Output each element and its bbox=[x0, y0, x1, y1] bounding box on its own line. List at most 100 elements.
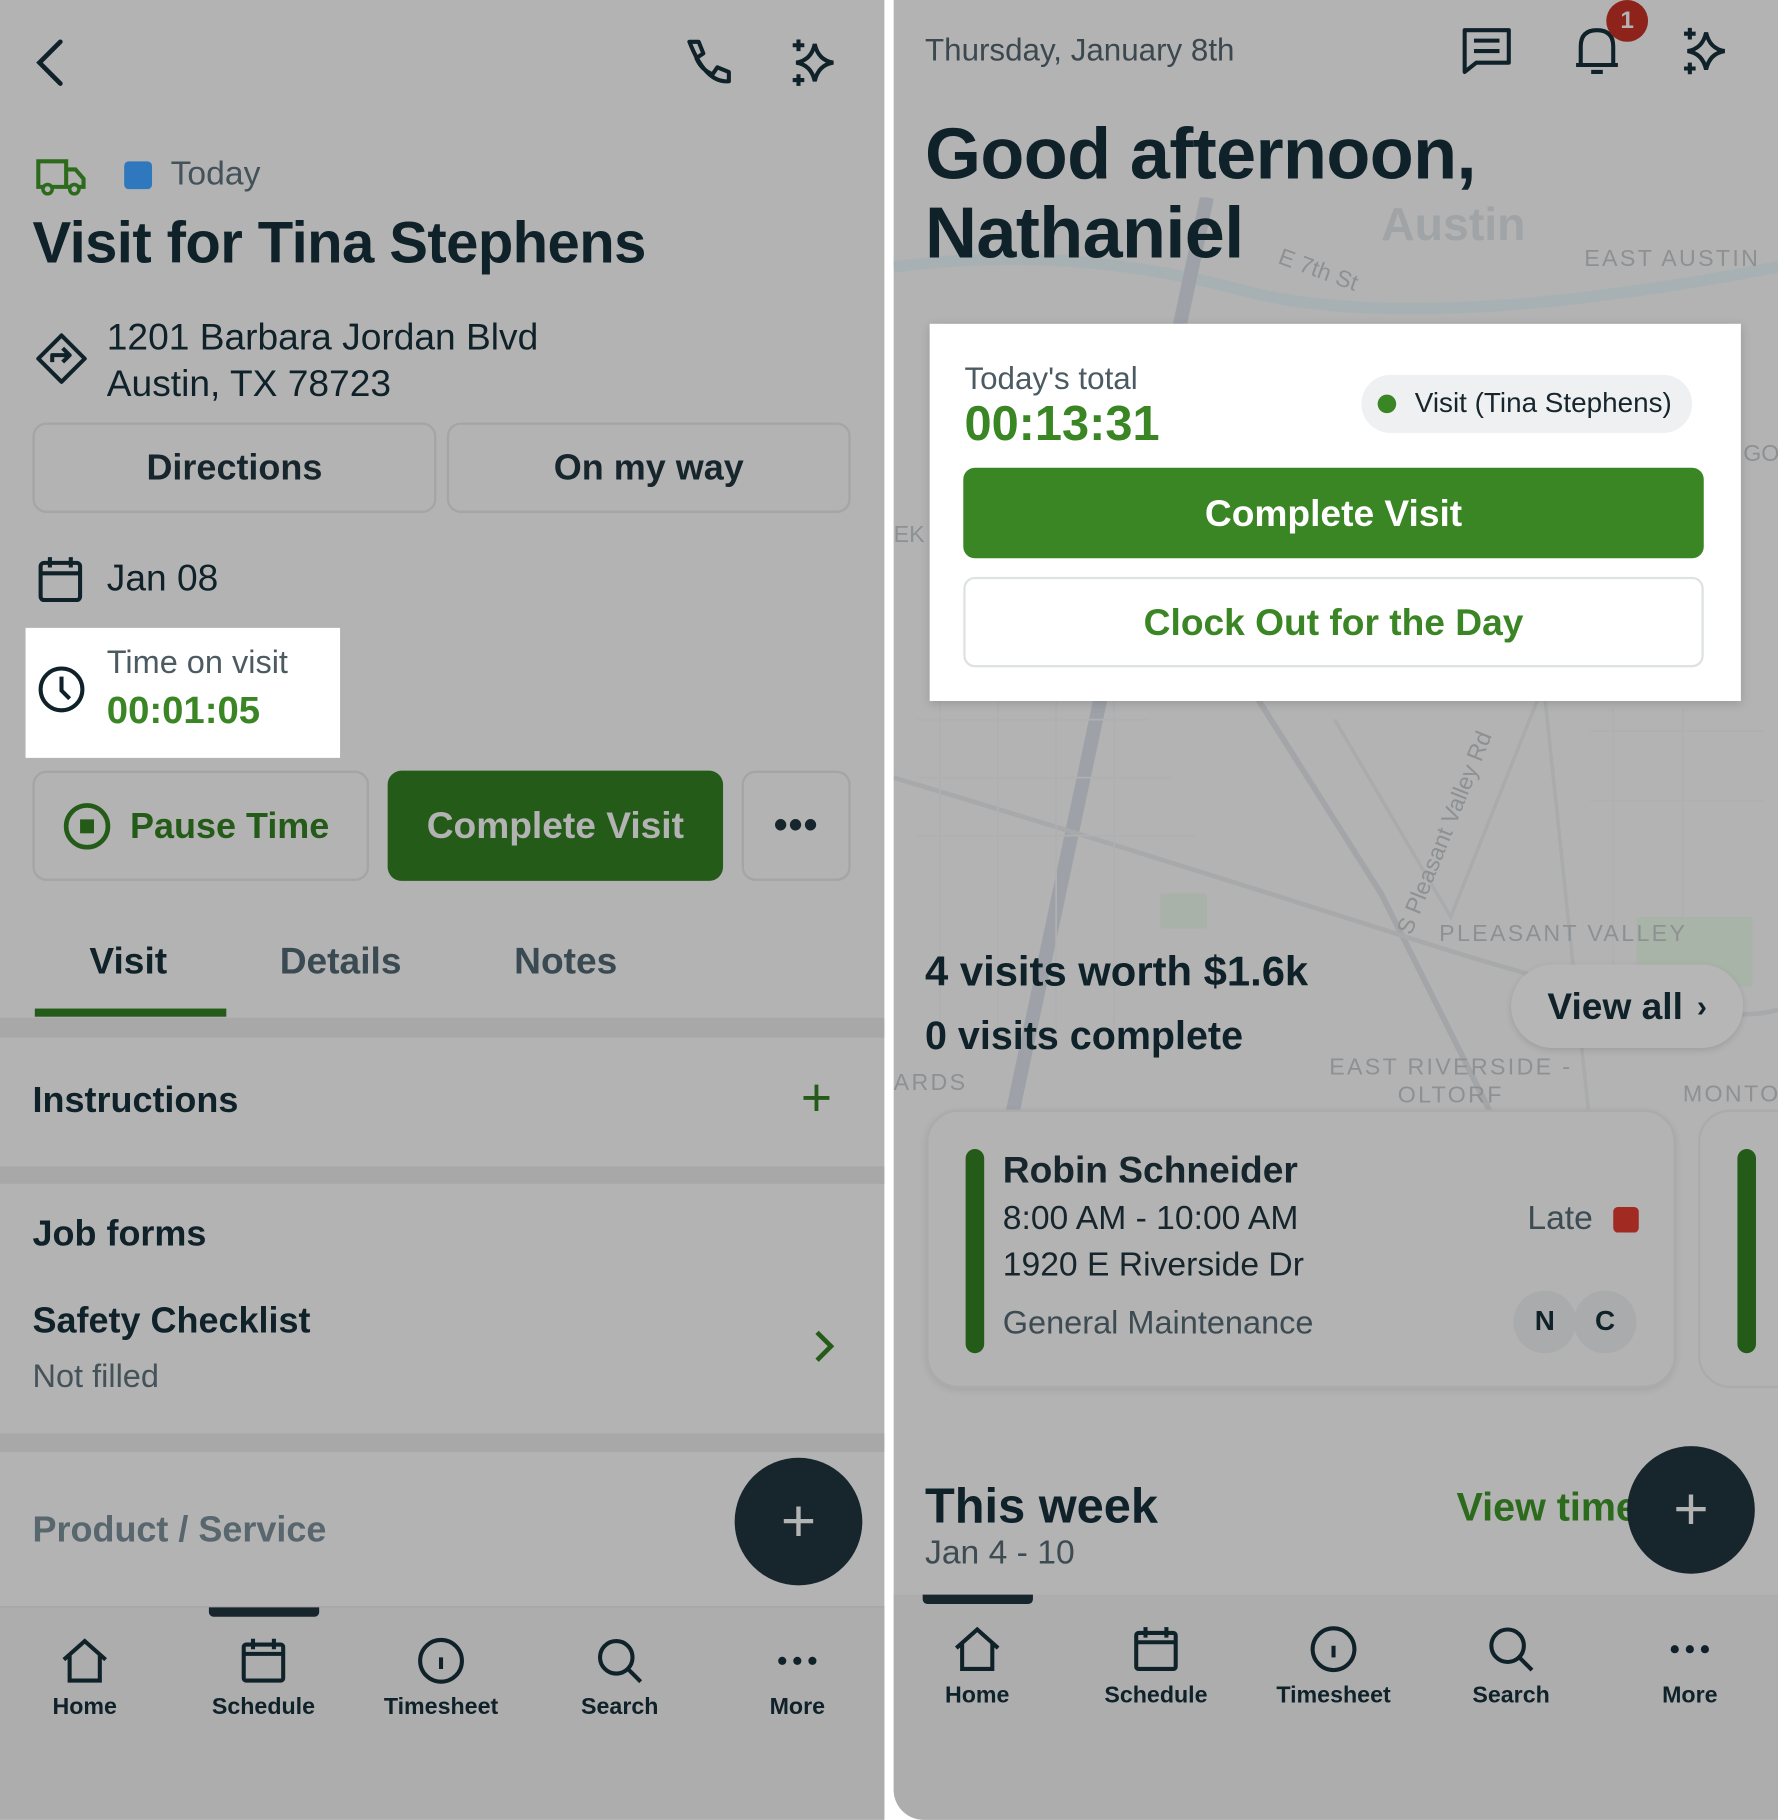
ellipsis-icon: ••• bbox=[773, 803, 819, 848]
pause-circle-icon bbox=[63, 802, 111, 849]
bell-icon[interactable] bbox=[1571, 23, 1622, 79]
search-icon bbox=[1489, 1627, 1534, 1672]
nav-more[interactable]: More bbox=[728, 1634, 867, 1721]
page-title: Visit for Tina Stephens bbox=[32, 210, 646, 276]
section-divider bbox=[0, 1166, 885, 1184]
calendar-icon bbox=[38, 557, 83, 603]
address-line-1: 1201 Barbara Jordan Blvd bbox=[106, 315, 539, 358]
tab-notes[interactable]: Notes bbox=[514, 940, 618, 982]
complete-visit-button[interactable]: Complete Visit bbox=[963, 467, 1704, 559]
visit-status-bar bbox=[965, 1148, 985, 1354]
chip-label: Visit (Tina Stephens) bbox=[1414, 387, 1672, 419]
nav-home[interactable]: Home bbox=[15, 1634, 154, 1721]
nav-schedule[interactable]: Schedule bbox=[1086, 1623, 1225, 1710]
map-label-pleasant-valley: PLEASANT VALLEY bbox=[1439, 921, 1688, 948]
sparkles-icon[interactable] bbox=[787, 35, 843, 91]
status-color-square bbox=[124, 161, 153, 190]
map-label-monto: MONTO bbox=[1682, 1081, 1778, 1108]
active-dot-icon bbox=[1377, 394, 1397, 414]
nav-search[interactable]: Search bbox=[1441, 1623, 1580, 1710]
visit-time: 8:00 AM - 10:00 AM bbox=[1002, 1200, 1299, 1238]
nav-label: Home bbox=[944, 1682, 1010, 1709]
nav-label: Timesheet bbox=[383, 1694, 499, 1721]
form-name: Safety Checklist bbox=[32, 1299, 311, 1341]
view-timesheet-link[interactable]: View time bbox=[1456, 1485, 1638, 1530]
clock-out-button[interactable]: Clock Out for the Day bbox=[963, 576, 1704, 668]
visit-client: Robin Schneider bbox=[1002, 1148, 1298, 1191]
directions-icon bbox=[36, 333, 87, 384]
clock-in-card: Today's total 00:13:31 Visit (Tina Steph… bbox=[929, 323, 1741, 702]
visit-card[interactable]: Robin Schneider 8:00 AM - 10:00 AM 1920 … bbox=[926, 1109, 1676, 1389]
nav-label: Schedule bbox=[211, 1694, 316, 1721]
nav-label: More bbox=[769, 1694, 826, 1721]
status-label: Today bbox=[170, 155, 261, 193]
visit-detail-screen: Today Visit for Tina Stephens 1201 Barba… bbox=[0, 0, 885, 1820]
todays-total-label: Today's total bbox=[964, 360, 1138, 396]
nav-home[interactable]: Home bbox=[908, 1623, 1047, 1710]
current-visit-chip[interactable]: Visit (Tina Stephens) bbox=[1361, 374, 1693, 433]
nav-more[interactable]: More bbox=[1620, 1623, 1759, 1710]
home-icon bbox=[62, 1638, 107, 1683]
instructions-heading: Instructions bbox=[32, 1079, 239, 1120]
bottom-nav bbox=[893, 1594, 1778, 1820]
active-nav-indicator bbox=[922, 1594, 1033, 1604]
add-fab-button[interactable]: + bbox=[734, 1457, 863, 1586]
back-chevron-icon[interactable] bbox=[30, 37, 69, 88]
nav-label: Search bbox=[581, 1694, 659, 1721]
nav-search[interactable]: Search bbox=[550, 1634, 689, 1721]
phone-icon[interactable] bbox=[678, 35, 734, 91]
nav-timesheet[interactable]: Timesheet bbox=[1264, 1623, 1403, 1710]
more-icon bbox=[778, 1656, 817, 1665]
calendar-icon bbox=[1134, 1627, 1178, 1671]
map-label-east-riverside: EAST RIVERSIDE - OLTORF bbox=[1329, 1054, 1573, 1109]
this-week-heading: This week bbox=[924, 1478, 1159, 1534]
map-label-go: GO bbox=[1743, 441, 1778, 467]
nav-label: Search bbox=[1472, 1682, 1550, 1709]
calendar-icon bbox=[241, 1638, 286, 1683]
visit-type: General Maintenance bbox=[1002, 1304, 1314, 1341]
todays-total-value: 00:13:31 bbox=[964, 395, 1160, 451]
directions-button[interactable]: Directions bbox=[32, 422, 437, 513]
sparkles-icon[interactable] bbox=[1678, 23, 1734, 79]
home-icon bbox=[954, 1626, 1000, 1671]
plus-icon: + bbox=[1673, 1476, 1709, 1544]
more-icon bbox=[1670, 1645, 1709, 1654]
map-label-ek: EK bbox=[893, 522, 925, 548]
map-label-ards: ARDS bbox=[893, 1070, 968, 1096]
tab-details[interactable]: Details bbox=[279, 940, 402, 982]
form-status: Not filled bbox=[32, 1357, 159, 1394]
on-my-way-button[interactable]: On my way bbox=[446, 422, 851, 513]
pause-time-button[interactable]: Pause Time bbox=[32, 770, 370, 881]
add-instruction-button[interactable]: + bbox=[801, 1065, 832, 1128]
map-label-austin: Austin bbox=[1381, 199, 1526, 251]
truck-icon bbox=[36, 159, 86, 196]
assignee-avatar: N bbox=[1513, 1290, 1577, 1354]
plus-icon: + bbox=[800, 1066, 833, 1127]
notification-badge: 1 bbox=[1606, 0, 1649, 42]
visits-summary: 4 visits worth $1.6k bbox=[924, 947, 1309, 995]
chevron-right-icon bbox=[815, 1330, 835, 1362]
clock-icon bbox=[38, 666, 85, 713]
nav-label: More bbox=[1662, 1682, 1718, 1709]
product-service-heading: Product / Service bbox=[32, 1508, 327, 1550]
view-all-button[interactable]: View all › bbox=[1511, 964, 1744, 1049]
job-forms-heading: Job forms bbox=[32, 1212, 207, 1254]
nav-label: Home bbox=[52, 1694, 117, 1721]
assignee-avatar: C bbox=[1573, 1290, 1637, 1354]
nav-schedule[interactable]: Schedule bbox=[194, 1634, 333, 1721]
home-screen: Austin E 7th St EAST AUSTIN GO EK S Plea… bbox=[893, 0, 1778, 1820]
messages-icon[interactable] bbox=[1460, 26, 1513, 77]
time-on-visit-value: 00:01:05 bbox=[106, 688, 261, 732]
search-icon bbox=[597, 1639, 643, 1684]
more-actions-button[interactable]: ••• bbox=[741, 770, 851, 881]
safety-checklist-row[interactable]: Safety Checklist Not filled bbox=[0, 1288, 884, 1416]
next-visit-card[interactable] bbox=[1697, 1109, 1778, 1389]
section-divider bbox=[0, 1433, 885, 1452]
tab-visit[interactable]: Visit bbox=[89, 940, 168, 982]
add-fab-button[interactable]: + bbox=[1627, 1446, 1755, 1574]
visit-status-bar bbox=[1737, 1148, 1756, 1354]
complete-visit-button[interactable]: Complete Visit bbox=[387, 770, 724, 881]
clock-icon bbox=[1310, 1626, 1357, 1673]
nav-timesheet[interactable]: Timesheet bbox=[371, 1634, 510, 1721]
visit-status: Late bbox=[1527, 1200, 1593, 1238]
